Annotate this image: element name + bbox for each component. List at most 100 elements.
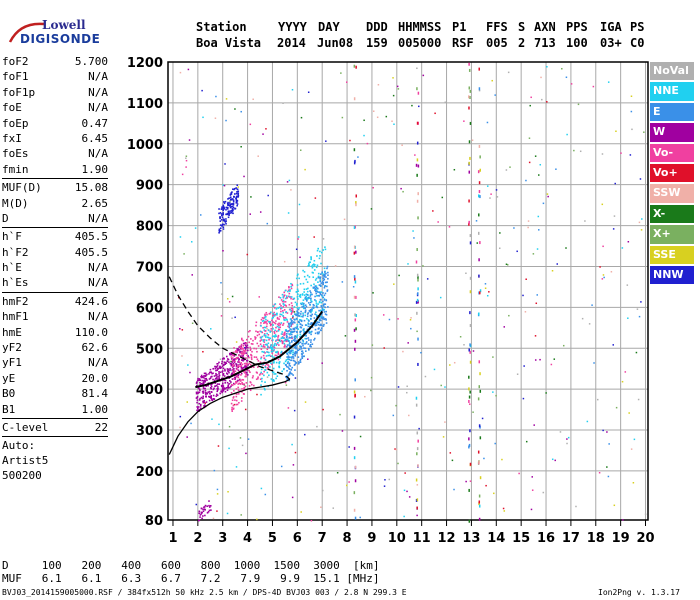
echo-point [224, 368, 226, 371]
noise-point [299, 256, 301, 259]
echo-point [283, 342, 286, 345]
echo-point [260, 368, 263, 371]
echo-point [253, 356, 256, 358]
echo-point [286, 358, 289, 361]
echo-point [316, 264, 319, 267]
noise-point [416, 514, 418, 517]
echo-point [310, 256, 312, 258]
echo-point [326, 285, 328, 288]
echo-point [305, 337, 308, 340]
echo-point [204, 504, 207, 507]
echo-point [223, 379, 225, 382]
noise-point [266, 222, 269, 225]
noise-point [341, 430, 344, 432]
echo-point [288, 303, 291, 306]
noise-point [363, 134, 365, 137]
echo-point [312, 303, 315, 306]
noise-point [537, 215, 540, 218]
noise-point [410, 327, 412, 330]
echo-point [286, 369, 288, 372]
echo-point [314, 328, 317, 331]
echo-point [243, 370, 245, 373]
echo-point [262, 345, 264, 348]
echo-point [262, 354, 265, 357]
echo-point [250, 354, 253, 357]
echo-point [324, 292, 327, 295]
echo-point [289, 325, 291, 328]
echo-point [242, 359, 244, 362]
noise-point [235, 466, 238, 468]
echo-point [315, 277, 318, 280]
interference-point [355, 65, 357, 69]
echo-point [196, 401, 198, 404]
echo-point [309, 345, 311, 348]
echo-point [242, 355, 244, 357]
header-value-8: 713 [534, 36, 556, 50]
echo-point [226, 370, 229, 372]
param-separator [2, 417, 108, 419]
echo-point [284, 304, 287, 306]
noise-point [300, 116, 303, 119]
noise-point [341, 281, 344, 283]
echo-point [226, 208, 229, 210]
echo-point [296, 323, 298, 326]
x-tick-label: 5 [268, 531, 277, 546]
noise-point [493, 492, 495, 495]
noise-point [300, 511, 302, 513]
echo-point [283, 291, 286, 294]
echo-point [299, 283, 302, 285]
param-value: 405.5 [74, 230, 108, 244]
interference-point [469, 350, 471, 354]
echo-point [220, 390, 222, 393]
echo-point [196, 395, 199, 398]
echo-point [309, 310, 312, 312]
noise-point [288, 179, 291, 182]
header-value-6: 005 [486, 36, 508, 50]
noise-point [241, 444, 244, 447]
echo-point [271, 352, 274, 354]
echo-point [275, 361, 278, 364]
noise-point [186, 436, 188, 438]
echo-point [288, 337, 291, 339]
interference-point [416, 273, 419, 277]
echo-point [279, 357, 282, 359]
echo-point [303, 304, 305, 307]
echo-point [301, 302, 304, 304]
echo-point [297, 308, 300, 311]
param-value: N/A [88, 101, 108, 115]
echo-point [269, 355, 272, 358]
echo-point [222, 386, 224, 389]
echo-point [309, 293, 312, 296]
interference-point [468, 437, 470, 441]
noise-point [463, 344, 465, 346]
noise-point [252, 98, 254, 101]
echo-point [319, 255, 321, 257]
echo-point [285, 365, 288, 368]
noise-point [420, 351, 422, 354]
noise-point [641, 218, 643, 220]
echo-point [320, 323, 322, 326]
noise-point [307, 91, 310, 94]
noise-point [385, 115, 388, 118]
echo-point [266, 366, 269, 369]
echo-point [200, 511, 203, 514]
noise-point [539, 163, 542, 166]
noise-point [444, 101, 447, 104]
echo-point [290, 350, 293, 352]
echo-point [306, 293, 309, 296]
interference-point [416, 173, 418, 177]
echo-point [316, 321, 319, 323]
param-value: N/A [88, 211, 108, 225]
echo-point [281, 351, 284, 354]
noise-point [249, 213, 252, 215]
interference-point [478, 517, 481, 521]
echo-point [225, 208, 227, 211]
echo-point [279, 303, 281, 305]
interference-point [469, 429, 471, 433]
interference-point [415, 498, 418, 502]
echo-point [225, 220, 228, 222]
noise-point [492, 356, 494, 358]
echo-point [251, 383, 253, 386]
echo-point [220, 384, 223, 387]
echo-point [292, 339, 295, 342]
